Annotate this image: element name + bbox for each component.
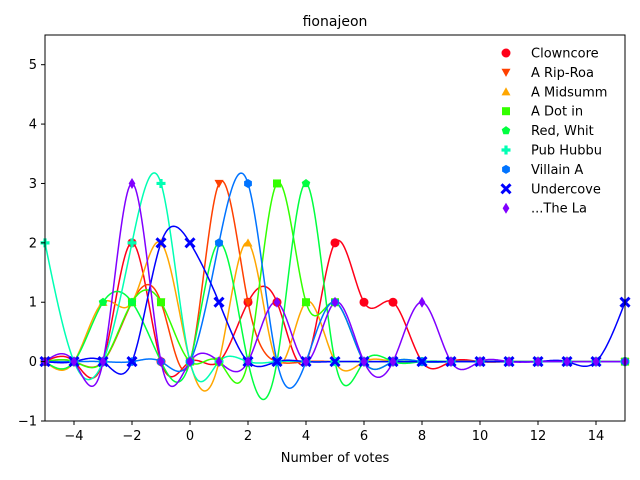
- data-point-7-8: [271, 356, 283, 368]
- legend-label-2: A Midsumm: [531, 85, 607, 100]
- data-point-2-7: [243, 238, 253, 247]
- legend-marker-0: [501, 48, 511, 58]
- data-point-0-10: [330, 238, 340, 248]
- legend-label-4: Red, Whit: [531, 124, 594, 139]
- y-axis: −1 0 1 2 3 4 5: [18, 58, 45, 430]
- data-point-4-9: [301, 178, 311, 188]
- x-tick-label: 10: [472, 429, 489, 444]
- data-point-1-7: [243, 298, 253, 307]
- legend-marker-7: [500, 183, 512, 195]
- legend: Clowncore A Rip-Roa A Midsumm A Dot in Red, …: [500, 47, 607, 217]
- legend-marker-3: [502, 107, 510, 116]
- data-point-8-18: [563, 356, 571, 368]
- data-point-0-11: [359, 297, 369, 307]
- y-tick-label: −1: [18, 415, 37, 430]
- data-point-7-10: [329, 356, 341, 368]
- data-point-8-13: [418, 296, 426, 308]
- x-axis: −4 −2 0 2 4 6 8 10 12 14: [64, 421, 604, 444]
- x-tick-label: 0: [186, 429, 194, 444]
- data-point-8-12: [389, 356, 397, 368]
- x-axis-label: Number of votes: [281, 451, 390, 466]
- data-point-8-2: [99, 356, 107, 368]
- plot-frame: [44, 34, 626, 422]
- data-point-5-4: [156, 178, 166, 188]
- y-tick-label: 3: [29, 177, 37, 192]
- legend-marker-5: [501, 145, 511, 155]
- data-point-8-19: [592, 356, 600, 368]
- data-point-7-13: [416, 356, 428, 368]
- legend-label-0: Clowncore: [531, 47, 599, 62]
- data-point-7-4: [155, 237, 167, 249]
- data-point-8-9: [302, 356, 310, 368]
- x-tick-label: 2: [244, 429, 252, 444]
- data-point-6-7: [244, 178, 252, 188]
- legend-marker-6: [502, 164, 510, 174]
- y-tick-label: 0: [29, 355, 37, 370]
- x-tick-label: −2: [122, 429, 141, 444]
- data-point-1-6: [214, 179, 224, 188]
- data-point-7-3: [126, 356, 138, 368]
- x-tick-label: 14: [588, 429, 605, 444]
- data-point-8-11: [360, 356, 368, 368]
- data-point-0-12: [388, 297, 398, 307]
- data-point-4-3: [127, 297, 137, 306]
- data-point-3-8: [273, 179, 281, 188]
- data-point-3-9: [302, 298, 310, 307]
- data-point-8-8: [273, 296, 281, 308]
- legend-label-7: Undercove: [531, 182, 601, 197]
- data-point-4-2: [98, 297, 108, 306]
- data-point-8-3: [128, 177, 136, 189]
- legend-marker-4: [501, 126, 511, 135]
- y-tick-label: 1: [29, 296, 37, 311]
- y-tick-label: 5: [29, 58, 37, 73]
- x-tick-label: 12: [530, 429, 547, 444]
- legend-label-5: Pub Hubbu: [531, 144, 602, 159]
- data-point-3-4: [157, 298, 165, 307]
- legend-label-8: ...The La: [531, 202, 587, 217]
- data-point-8-10: [331, 296, 339, 308]
- data-point-6-6: [215, 238, 223, 248]
- data-point-8-4: [157, 356, 165, 368]
- legend-label-3: A Dot in: [531, 105, 583, 120]
- data-point-7-6: [213, 296, 225, 308]
- chart-title: fionajeon: [303, 14, 368, 30]
- data-point-8-7: [244, 356, 252, 368]
- data-point-5-3: [127, 238, 137, 248]
- legend-label-1: A Rip-Roa: [531, 66, 594, 81]
- data-point-8-14: [447, 356, 455, 368]
- data-point-8-17: [534, 356, 542, 368]
- data-point-7-5: [184, 237, 196, 249]
- legend-marker-1: [501, 68, 511, 77]
- data-point-8-15: [476, 356, 484, 368]
- data-point-8-1: [70, 356, 78, 368]
- legend-marker-8: [502, 202, 510, 214]
- y-tick-label: 2: [29, 236, 37, 251]
- x-tick-label: 6: [360, 429, 368, 444]
- x-tick-label: 8: [418, 429, 426, 444]
- legend-marker-2: [501, 87, 511, 96]
- data-point-8-5: [186, 356, 194, 368]
- x-tick-label: −4: [64, 429, 83, 444]
- x-tick-label: 4: [302, 429, 310, 444]
- legend-label-6: Villain A: [531, 163, 583, 178]
- data-point-8-6: [215, 356, 223, 368]
- data-point-8-16: [505, 356, 513, 368]
- y-tick-label: 4: [29, 118, 37, 133]
